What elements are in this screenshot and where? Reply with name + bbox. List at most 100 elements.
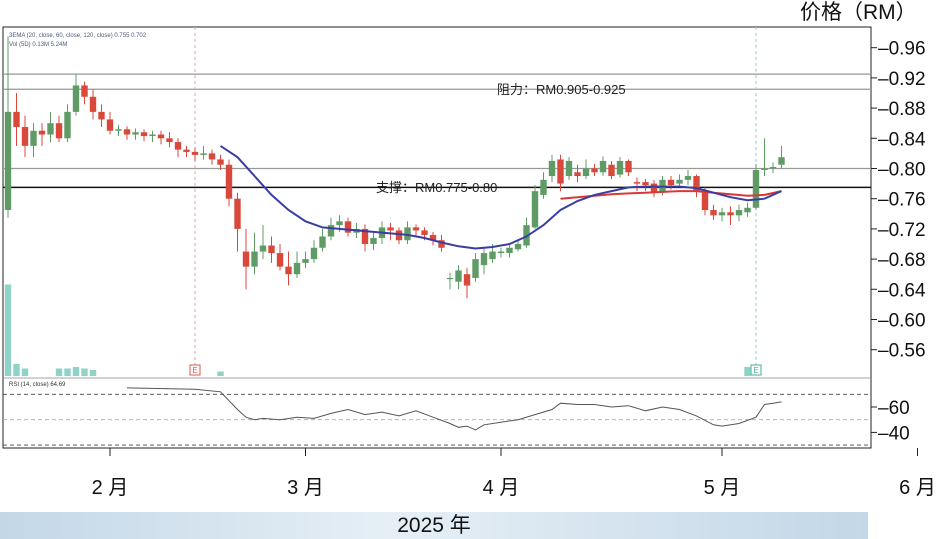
candle-body (132, 132, 139, 135)
candle-body (744, 207, 751, 213)
candle-body (718, 212, 726, 216)
resistance-label: 阻力：RM0.905-0.925 (497, 82, 626, 97)
event-marker-label: E (192, 366, 197, 375)
price-axis: –0.96 –0.92 –0.88 –0.84 –0.80 –0.76 –0.72 –0.68… (871, 39, 926, 444)
candle-body (778, 157, 785, 165)
volume-bar (55, 368, 63, 376)
rsi-tick-label: –40 (878, 423, 910, 444)
candle-body (506, 247, 513, 254)
candle-body (761, 168, 768, 171)
event-marker-label: E (753, 366, 758, 375)
volume-bars (4, 284, 751, 376)
candle-body (608, 164, 615, 177)
volume-bar (217, 371, 224, 376)
y-tick-label: –0.84 (878, 129, 926, 150)
candle-body (149, 134, 156, 137)
candle-body (480, 253, 488, 266)
candle-body (81, 85, 88, 97)
y-tick-label: –0.68 (878, 250, 926, 271)
candle-body (234, 198, 241, 229)
candle-body (285, 266, 292, 275)
ema-lines (219, 145, 782, 250)
y-tick-label: –0.76 (878, 190, 926, 211)
volume-bar (21, 368, 29, 376)
candle-body (38, 130, 46, 135)
candle-body (616, 160, 624, 175)
ma-legend: 3EMA (20, close, 60, close, 120, close) … (9, 33, 147, 39)
volume-legend: Vol (5D) 0.13M 5.24M (9, 42, 67, 48)
plot-border (2, 26, 872, 449)
candle-body (514, 244, 522, 250)
candle-body (344, 221, 352, 233)
candle-body (174, 142, 182, 150)
candle-body (30, 130, 37, 146)
candle-body (123, 129, 131, 135)
candle-body (531, 191, 539, 228)
x-tick-label: 5 月 (704, 477, 741, 499)
candle-body (710, 210, 717, 216)
candle-body (64, 111, 71, 139)
candle-body (582, 168, 590, 177)
candle-body (259, 245, 267, 252)
candle-body (701, 191, 709, 211)
candle-body (684, 176, 692, 180)
y-tick-label: –0.64 (878, 280, 926, 301)
y-tick-label: –0.80 (878, 160, 926, 181)
candle-body (667, 179, 675, 186)
candle-body (89, 96, 97, 112)
candle-body (319, 236, 326, 248)
candle-body (591, 168, 598, 173)
y-tick-label: –0.92 (878, 69, 926, 90)
candle-body (225, 164, 233, 199)
candle-body (463, 274, 471, 286)
candle-body (429, 234, 437, 241)
volume-bar (64, 368, 71, 376)
candle-body (217, 159, 224, 165)
candle-body (387, 227, 394, 231)
candle-body (21, 126, 29, 146)
candle-body (13, 111, 20, 127)
y-tick-label: –0.88 (878, 99, 926, 120)
candle-body (446, 277, 454, 280)
y-tick-label: –0.60 (878, 311, 926, 332)
candle-body (412, 227, 420, 231)
volume-bar (744, 367, 751, 376)
candle-body (735, 210, 743, 216)
candle-body (327, 225, 335, 237)
candle-body (191, 151, 199, 155)
x-tick-label: 4 月 (483, 477, 520, 499)
candle-body (115, 129, 122, 131)
candle-body (370, 237, 377, 244)
rsi-tick-label: –60 (878, 398, 910, 419)
candle-body (276, 253, 284, 267)
candle-body (47, 123, 54, 135)
year-band (0, 512, 868, 539)
price-unit-label: 价格（RM） (800, 1, 917, 24)
candle-body (650, 183, 658, 193)
candle-body (4, 111, 12, 211)
candlesticks (4, 36, 785, 299)
candle-body (633, 182, 641, 184)
candle-body (574, 172, 581, 177)
candle-body (251, 251, 258, 267)
x-tick-label: 3 月 (287, 477, 324, 499)
candle-body (200, 153, 207, 155)
candle-body (183, 149, 190, 152)
volume-bar (4, 284, 12, 376)
candle-body (676, 179, 683, 184)
candle-body (98, 111, 105, 120)
candle-body (642, 182, 649, 186)
candle-body (455, 270, 462, 282)
rsi-line (126, 387, 782, 431)
candle-body (625, 160, 632, 173)
volume-bar (72, 367, 80, 376)
candle-body (540, 179, 547, 195)
chart-frame (2, 26, 872, 449)
candle-body (242, 251, 250, 267)
time-axis: 2 月 3 月 4 月 5 月 6 月 (92, 448, 936, 499)
candle-body (557, 159, 564, 184)
candle-body (497, 251, 505, 254)
candle-body (395, 230, 403, 241)
candle-body (361, 228, 369, 244)
